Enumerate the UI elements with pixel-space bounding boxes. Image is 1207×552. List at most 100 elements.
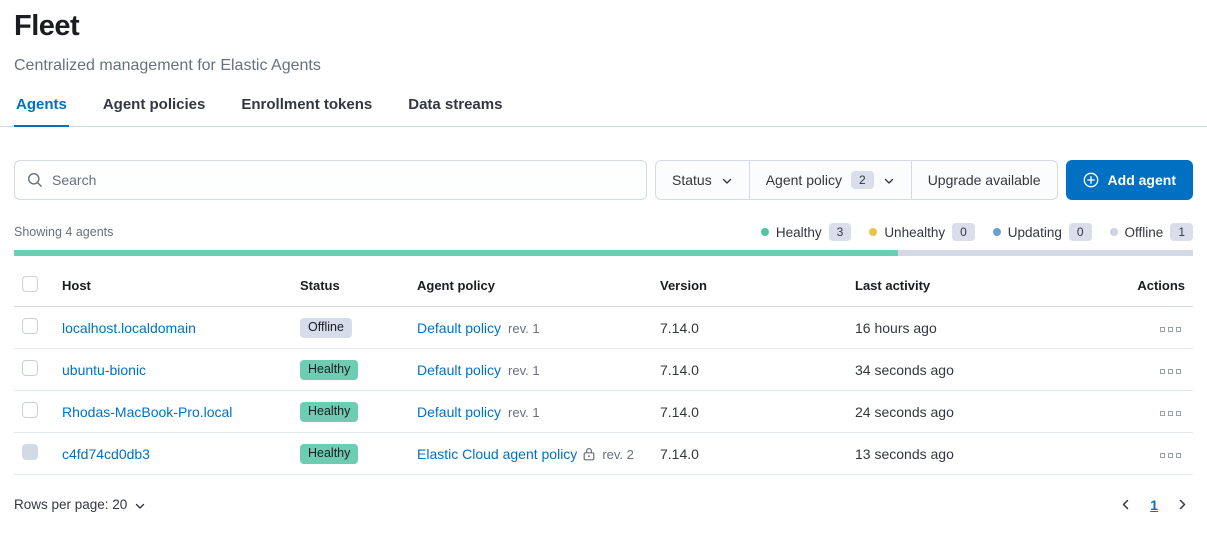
tab-agent-policies[interactable]: Agent policies <box>101 96 208 126</box>
agent-policy-link[interactable]: Default policy <box>417 319 502 336</box>
row-checkbox[interactable] <box>22 402 38 418</box>
row-actions-button[interactable] <box>1156 323 1185 336</box>
host-link[interactable]: Rhodas-MacBook-Pro.local <box>62 403 233 420</box>
legend-label: Healthy <box>775 224 822 240</box>
boxes-horizontal-icon <box>1176 411 1181 416</box>
row-select-cell <box>14 348 54 391</box>
actions-cell <box>1113 306 1193 349</box>
tab-label: Agent policies <box>102 96 206 113</box>
version-cell: 7.14.0 <box>652 348 847 391</box>
filter-group: Status Agent policy 2 Upgrade available <box>655 160 1058 200</box>
page-number-current[interactable]: 1 <box>1146 495 1162 515</box>
search-icon <box>27 172 43 188</box>
legend-item-unhealthy: Unhealthy 0 <box>869 223 975 241</box>
boxes-horizontal-icon <box>1176 369 1181 374</box>
tab-agents[interactable]: Agents <box>14 96 69 127</box>
last-activity-cell: 13 seconds ago <box>847 432 1113 475</box>
rows-per-page-label: Rows per page: 20 <box>14 497 128 512</box>
row-select-cell <box>14 306 54 349</box>
column-header-last-activity: Last activity <box>847 269 1113 307</box>
row-checkbox <box>22 444 38 460</box>
agent-policy-cell: Default policy rev. 1 <box>409 390 652 433</box>
add-agent-label: Add agent <box>1107 172 1176 188</box>
tab-enrollment-tokens[interactable]: Enrollment tokens <box>239 96 374 126</box>
filter-count-badge: 2 <box>851 171 874 189</box>
agent-count-text: Showing 4 agents <box>14 225 114 239</box>
previous-page-button[interactable] <box>1115 494 1136 515</box>
row-checkbox[interactable] <box>22 360 38 376</box>
health-bar-segment <box>898 250 1193 256</box>
status-cell: Healthy <box>292 432 409 475</box>
status-dot-offline <box>1109 228 1118 236</box>
actions-cell <box>1113 432 1193 475</box>
agent-policy-link[interactable]: Elastic Cloud agent policy <box>417 445 578 462</box>
table-row: ubuntu-bionic Healthy Default policy rev. 1… <box>14 348 1193 391</box>
host-cell: localhost.localdomain <box>54 306 292 349</box>
row-checkbox[interactable] <box>22 318 38 334</box>
filter-agent-policy[interactable]: Agent policy 2 <box>750 161 912 199</box>
host-link[interactable]: ubuntu-bionic <box>62 361 147 378</box>
legend-label: Offline <box>1124 224 1164 240</box>
version-cell: 7.14.0 <box>652 390 847 433</box>
policy-revision: rev. 1 <box>508 404 540 420</box>
status-cell: Offline <box>292 306 409 349</box>
status-cell: Healthy <box>292 348 409 391</box>
tab-label: Enrollment tokens <box>241 96 373 113</box>
pagination: 1 <box>1115 494 1193 515</box>
host-link[interactable]: c4fd74cd0db3 <box>62 445 150 462</box>
row-actions-button[interactable] <box>1156 365 1185 378</box>
next-page-button[interactable] <box>1172 494 1193 515</box>
table-footer: Rows per page: 20 1 <box>14 492 1193 517</box>
page-header: Fleet Centralized management for Elastic… <box>0 0 1207 75</box>
filter-label: Upgrade available <box>927 172 1041 188</box>
boxes-horizontal-icon <box>1160 327 1165 332</box>
host-link[interactable]: localhost.localdomain <box>62 319 196 336</box>
column-header-actions: Actions <box>1113 269 1193 307</box>
status-dot-unhealthy <box>869 228 878 236</box>
agent-policy-link[interactable]: Default policy <box>417 403 502 420</box>
status-badge: Offline <box>300 317 352 338</box>
health-legend: Healthy 3 Unhealthy 0 Updating 0 Offline 1 <box>760 223 1193 241</box>
health-status-bar <box>14 250 1193 256</box>
add-agent-button[interactable]: Add agent <box>1065 160 1193 200</box>
health-bar-segment <box>14 250 899 256</box>
boxes-horizontal-icon <box>1168 327 1173 332</box>
search-input[interactable] <box>52 172 635 188</box>
chevron-down-icon <box>721 175 733 187</box>
table-row: c4fd74cd0db3 Healthy Elastic Cloud agent p… <box>14 432 1193 475</box>
last-activity-cell: 34 seconds ago <box>847 348 1113 391</box>
actions-cell <box>1113 390 1193 433</box>
boxes-horizontal-icon <box>1160 411 1165 416</box>
legend-count-badge: 1 <box>1170 223 1193 241</box>
legend-label: Unhealthy <box>884 224 946 240</box>
toolbar: Status Agent policy 2 Upgrade available Add… <box>14 160 1193 200</box>
tab-data-streams[interactable]: Data streams <box>406 96 504 126</box>
actions-cell <box>1113 348 1193 391</box>
row-actions-button[interactable] <box>1156 449 1185 462</box>
agent-policy-cell: Default policy rev. 1 <box>409 348 652 391</box>
plus-in-circle-icon <box>1083 172 1099 188</box>
filter-upgrade-available[interactable]: Upgrade available <box>912 161 1057 199</box>
host-cell: ubuntu-bionic <box>54 348 292 391</box>
status-badge: Healthy <box>300 401 359 422</box>
row-actions-button[interactable] <box>1156 407 1185 420</box>
status-dot-updating <box>992 228 1001 236</box>
policy-revision: rev. 2 <box>602 446 634 462</box>
lock-icon <box>583 447 595 461</box>
last-activity-cell: 16 hours ago <box>847 306 1113 349</box>
version-cell: 7.14.0 <box>652 432 847 475</box>
rows-per-page-button[interactable]: Rows per page: 20 <box>14 497 146 512</box>
column-header-host: Host <box>54 269 292 307</box>
legend-item-healthy: Healthy 3 <box>760 223 852 241</box>
boxes-horizontal-icon <box>1176 453 1181 458</box>
agent-policy-link[interactable]: Default policy <box>417 361 502 378</box>
status-badge: Healthy <box>300 443 359 464</box>
filter-status[interactable]: Status <box>656 161 750 199</box>
table-row: localhost.localdomain Offline Default poli… <box>14 306 1193 349</box>
status-badge: Healthy <box>300 359 359 380</box>
search-box[interactable] <box>14 160 648 200</box>
row-select-cell <box>14 432 54 475</box>
select-all-checkbox[interactable] <box>22 276 38 292</box>
